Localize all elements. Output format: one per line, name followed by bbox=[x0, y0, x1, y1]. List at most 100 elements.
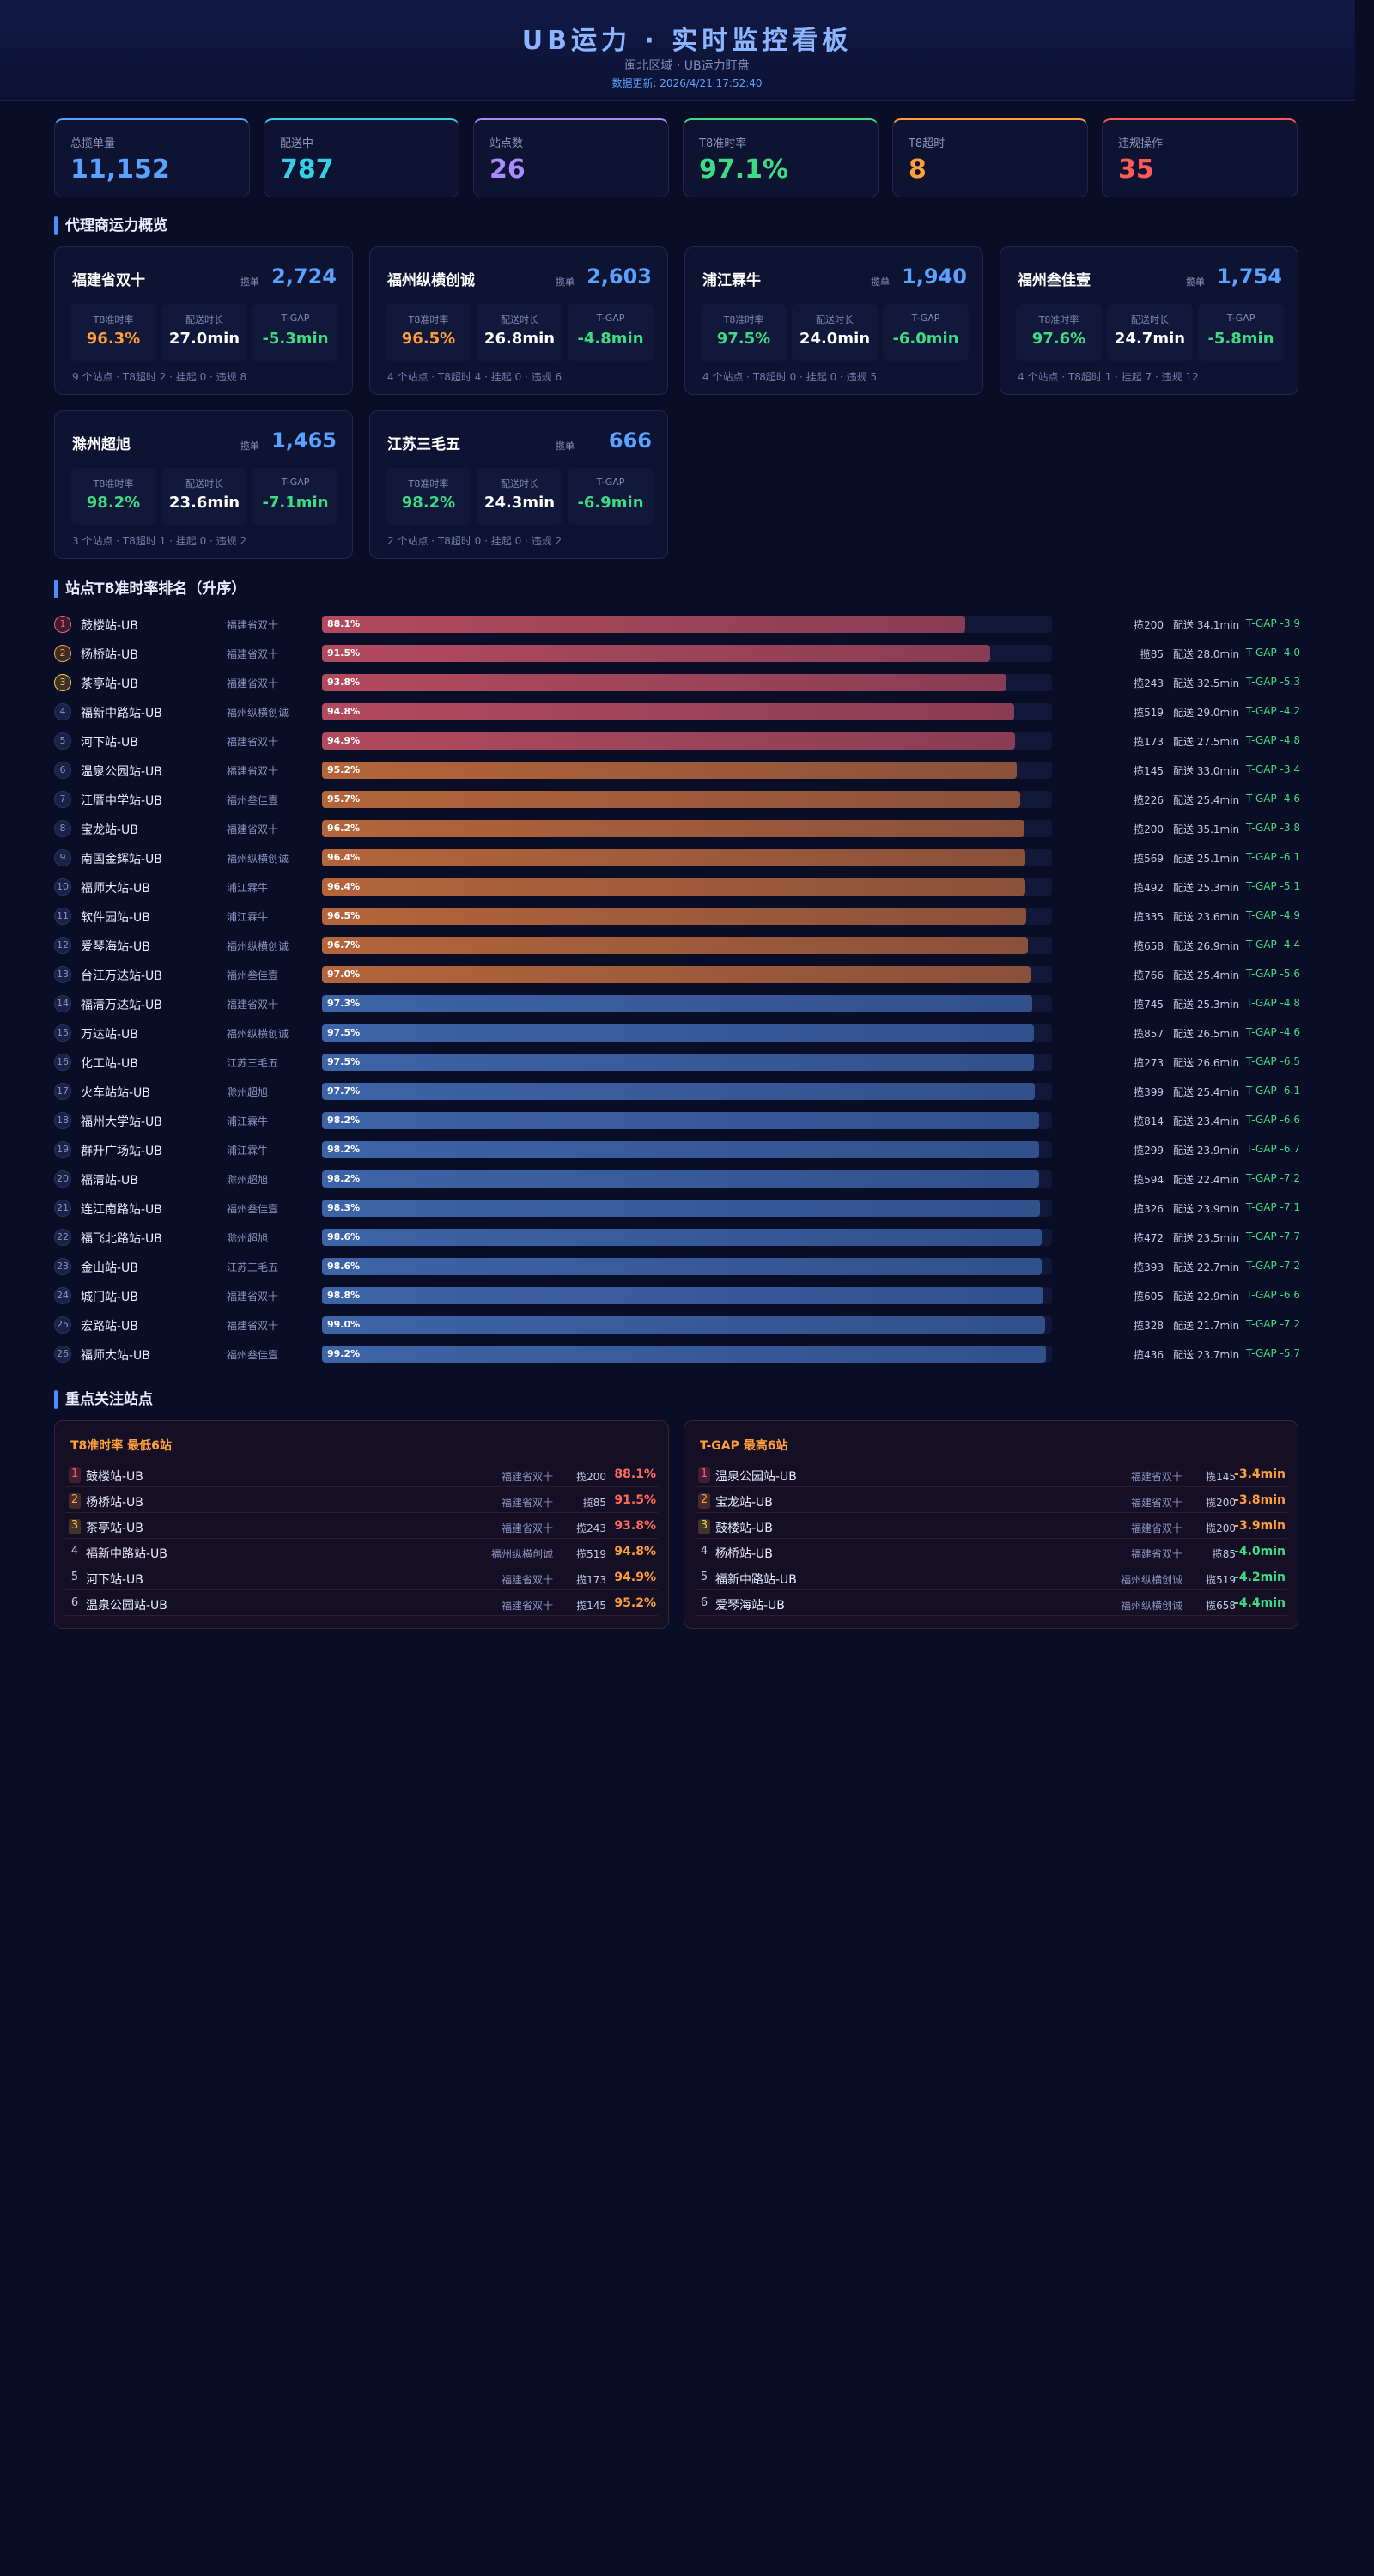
orders: 揽857 bbox=[1134, 1028, 1164, 1040]
duration: 配送 25.4min bbox=[1173, 1086, 1240, 1098]
orders: 揽436 bbox=[1134, 1349, 1164, 1361]
orders: 揽605 bbox=[1134, 1291, 1164, 1303]
subtitle: 闽北区域 · UB运力盯盘 bbox=[624, 59, 750, 73]
duration: 配送 28.0min bbox=[1173, 648, 1240, 660]
rank: 4 bbox=[700, 1545, 708, 1558]
station-name: 连江南路站-UB bbox=[81, 1203, 162, 1217]
orders: 揽85 bbox=[1140, 648, 1164, 660]
orders: 揽145 bbox=[1206, 1471, 1236, 1483]
agent-name: 福建省双十 bbox=[227, 619, 279, 631]
agent-name: 福建省双十 bbox=[227, 999, 279, 1011]
station-name: 福州大学站-UB bbox=[81, 1115, 162, 1129]
duration: 配送 21.7min bbox=[1173, 1320, 1240, 1332]
kpi-card: 总揽单量 11,152 bbox=[54, 118, 250, 197]
agent-card: 浦江霖牛 揽单 1,940 T8准时率 97.5% 配送时长 24.0min T-GAP -6.… bbox=[684, 246, 983, 395]
agent-card: 滁州超旭 揽单 1,465 T8准时率 98.2% 配送时长 23.6min T-GAP -7.… bbox=[54, 410, 353, 559]
orders: 揽399 bbox=[1134, 1086, 1164, 1098]
rate-bar bbox=[322, 1112, 1039, 1129]
agent-name: 福建省双十 bbox=[501, 1497, 553, 1509]
metric-label: 配送时长 bbox=[816, 314, 854, 325]
metric-value: 24.7min bbox=[1114, 330, 1186, 348]
orders: 揽200 bbox=[1134, 619, 1164, 631]
station-name: 河下站-UB bbox=[81, 736, 138, 750]
orders: 揽492 bbox=[1134, 882, 1164, 894]
metric-box: T8准时率 96.5% bbox=[386, 304, 471, 361]
agent-name: 福建省双十 bbox=[227, 648, 279, 660]
agent-name: 福州叁佳壹 bbox=[227, 1203, 279, 1215]
rate-bar bbox=[322, 1316, 1045, 1334]
rate-bar bbox=[322, 995, 1033, 1012]
agent-name: 福州叁佳壹 bbox=[1018, 272, 1091, 289]
orders: 揽299 bbox=[1134, 1145, 1164, 1157]
rank-badge: 4 bbox=[54, 703, 71, 720]
metric-value: 98.2% bbox=[86, 494, 141, 512]
agent-footer: 9 个站点 · T8超时 2 · 挂起 0 · 违规 8 bbox=[72, 371, 247, 383]
rate-bar bbox=[322, 703, 1014, 720]
t-gap: T-GAP -6.5 bbox=[1246, 1055, 1300, 1067]
kpi-card: 违规操作 35 bbox=[1102, 118, 1298, 197]
t-gap: T-GAP -7.7 bbox=[1246, 1230, 1300, 1242]
metric-label: T8准时率 bbox=[93, 478, 134, 489]
orders: 揽173 bbox=[1134, 736, 1164, 748]
value: 93.8% bbox=[614, 1519, 656, 1533]
duration: 配送 23.7min bbox=[1173, 1349, 1240, 1361]
orders-value: 666 bbox=[608, 428, 652, 453]
station-name: 福新中路站-UB bbox=[86, 1547, 167, 1561]
metric-box: 配送时长 27.0min bbox=[161, 304, 247, 361]
rate-bar bbox=[322, 1054, 1034, 1071]
agent-name: 福州叁佳壹 bbox=[227, 794, 279, 806]
metric-value: 27.0min bbox=[168, 330, 240, 348]
agent-name: 福建省双十 bbox=[227, 765, 279, 777]
metric-label: 配送时长 bbox=[501, 478, 538, 489]
orders-value: 1,940 bbox=[902, 264, 967, 289]
agent-footer: 4 个站点 · T8超时 1 · 挂起 7 · 违规 12 bbox=[1018, 371, 1199, 383]
agent-name: 滁州超旭 bbox=[227, 1174, 269, 1186]
metric-box: T-GAP -5.3min bbox=[252, 304, 338, 361]
rank-badge: 21 bbox=[54, 1200, 71, 1217]
rank: 1 bbox=[69, 1467, 81, 1483]
kpi-value: 26 bbox=[489, 155, 526, 185]
t-gap: T-GAP -5.3 bbox=[1246, 676, 1300, 688]
row-line bbox=[65, 1512, 658, 1513]
rate-bar bbox=[322, 1170, 1039, 1188]
rate-bar bbox=[322, 878, 1026, 896]
station-name: 杨桥站-UB bbox=[715, 1547, 773, 1561]
rate-label: 98.2% bbox=[327, 1115, 361, 1126]
agent-footer: 4 个站点 · T8超时 4 · 挂起 0 · 违规 6 bbox=[387, 371, 562, 383]
metric-value: -6.0min bbox=[892, 330, 959, 348]
agent-name: 福州叁佳壹 bbox=[227, 1349, 279, 1361]
duration: 配送 22.4min bbox=[1173, 1174, 1240, 1186]
value: -4.0min bbox=[1234, 1545, 1286, 1558]
rate-label: 91.5% bbox=[327, 647, 361, 659]
metric-label: T-GAP bbox=[281, 477, 310, 488]
kpi-card: 站点数 26 bbox=[473, 118, 669, 197]
duration: 配送 22.7min bbox=[1173, 1261, 1240, 1273]
rate-bar bbox=[322, 1200, 1040, 1217]
rate-label: 98.3% bbox=[327, 1202, 361, 1213]
station-name: 宏路站-UB bbox=[81, 1320, 138, 1334]
rank-badge: 24 bbox=[54, 1287, 71, 1304]
duration: 配送 23.5min bbox=[1173, 1232, 1240, 1244]
duration: 配送 34.1min bbox=[1173, 619, 1240, 631]
t-gap: T-GAP -4.9 bbox=[1246, 909, 1300, 921]
rate-label: 98.6% bbox=[327, 1261, 361, 1272]
orders: 揽745 bbox=[1134, 999, 1164, 1011]
station-name: 鼓楼站-UB bbox=[86, 1470, 143, 1484]
metric-label: T8准时率 bbox=[723, 314, 764, 325]
rank-badge: 13 bbox=[54, 966, 71, 983]
station-name: 福新中路站-UB bbox=[715, 1573, 797, 1587]
metric-value: -5.3min bbox=[262, 330, 329, 348]
station-name: 台江万达站-UB bbox=[81, 969, 162, 983]
rate-bar bbox=[322, 645, 990, 662]
t-gap: T-GAP -7.1 bbox=[1246, 1201, 1300, 1213]
rate-bar bbox=[322, 762, 1018, 779]
metric-box: T8准时率 97.6% bbox=[1016, 304, 1102, 361]
duration: 配送 25.4min bbox=[1173, 969, 1240, 981]
station-name: 宝龙站-UB bbox=[715, 1496, 773, 1510]
orders: 揽519 bbox=[576, 1548, 606, 1560]
metric-box: T8准时率 98.2% bbox=[70, 468, 156, 525]
row-line bbox=[695, 1512, 1287, 1513]
focus-panel: T-GAP 最高6站 1 温泉公园站-UB 福建省双十 揽145 -3.4min 2 宝龙站-… bbox=[684, 1420, 1298, 1629]
